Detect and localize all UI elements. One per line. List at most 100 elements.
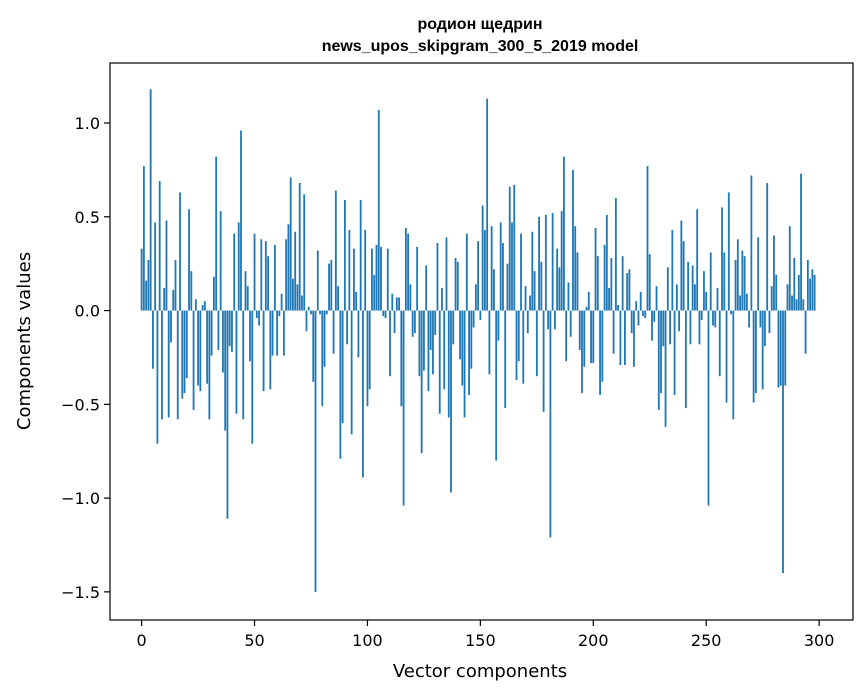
bar (271, 310, 274, 356)
bar (289, 177, 292, 311)
bar (705, 291, 708, 311)
bar (768, 310, 771, 334)
bar (332, 310, 335, 354)
bar (330, 259, 333, 311)
bar (235, 310, 238, 414)
bar (233, 233, 236, 311)
bar (348, 229, 351, 311)
bar (152, 310, 154, 369)
bar (294, 231, 297, 311)
bar (194, 299, 197, 311)
bar (199, 310, 202, 392)
bar (504, 310, 507, 409)
bar (382, 310, 385, 317)
bar (572, 169, 574, 311)
bar (709, 252, 712, 311)
bar (438, 310, 441, 414)
bar (253, 233, 256, 311)
bar (583, 310, 586, 367)
bar (280, 293, 283, 311)
bar (323, 310, 326, 367)
bar (425, 265, 428, 311)
bar (465, 233, 468, 311)
bar (292, 278, 294, 311)
bar (721, 207, 723, 311)
bar (454, 258, 457, 311)
bar (314, 310, 317, 592)
bar (212, 276, 215, 311)
bar (303, 194, 306, 311)
bar (535, 310, 538, 377)
bar (775, 274, 778, 311)
bar (305, 310, 308, 332)
bar (671, 229, 674, 311)
bar (285, 239, 288, 311)
bar (601, 310, 604, 382)
bar (468, 310, 470, 395)
bar (341, 310, 344, 424)
bar (633, 310, 635, 367)
bar (301, 295, 303, 311)
bar (531, 231, 534, 311)
bar (687, 261, 690, 311)
bar (364, 229, 367, 311)
y-tick-label: 0.0 (75, 302, 100, 321)
bar (443, 310, 446, 390)
bar (156, 310, 159, 444)
bar (192, 310, 195, 410)
bar (569, 310, 572, 337)
bar (739, 295, 741, 311)
bar (145, 280, 148, 311)
bar (161, 310, 163, 420)
bar (181, 310, 184, 399)
bar (718, 310, 721, 377)
bar (149, 89, 152, 311)
x-tick-label: 100 (352, 631, 383, 650)
bar (689, 310, 692, 345)
bar (481, 205, 484, 311)
bar (635, 301, 638, 311)
bar (255, 310, 258, 319)
chart-title: родион щедрин (417, 16, 542, 33)
bar (386, 248, 389, 311)
bar (231, 310, 233, 352)
bar (515, 310, 518, 380)
bar (359, 199, 362, 311)
bar (540, 261, 543, 311)
bar (560, 211, 563, 311)
bar (614, 198, 617, 311)
bar (472, 310, 475, 328)
bar (477, 241, 480, 311)
bar (353, 248, 355, 311)
bar (542, 310, 545, 412)
bar (599, 310, 601, 395)
bar (147, 259, 150, 311)
bar (691, 265, 694, 311)
bar (310, 310, 312, 315)
bar (420, 310, 423, 454)
bar (188, 209, 190, 311)
bar (626, 273, 629, 311)
bar (750, 175, 753, 311)
bar (682, 241, 685, 311)
bar (520, 233, 522, 311)
bar (246, 286, 249, 311)
bar (544, 214, 547, 311)
bar (524, 286, 527, 311)
bar (474, 284, 477, 311)
bar (664, 310, 667, 427)
bar (334, 190, 337, 311)
bar (319, 310, 321, 315)
bar (723, 252, 726, 311)
bar (497, 310, 500, 341)
x-tick-label: 300 (804, 631, 835, 650)
bar (172, 289, 175, 311)
bar (427, 310, 430, 392)
bar (581, 310, 583, 394)
x-tick-label: 250 (691, 631, 722, 650)
bar (673, 310, 676, 395)
y-tick-label: 0.5 (75, 208, 100, 227)
bar (488, 310, 491, 375)
bar (648, 254, 651, 311)
